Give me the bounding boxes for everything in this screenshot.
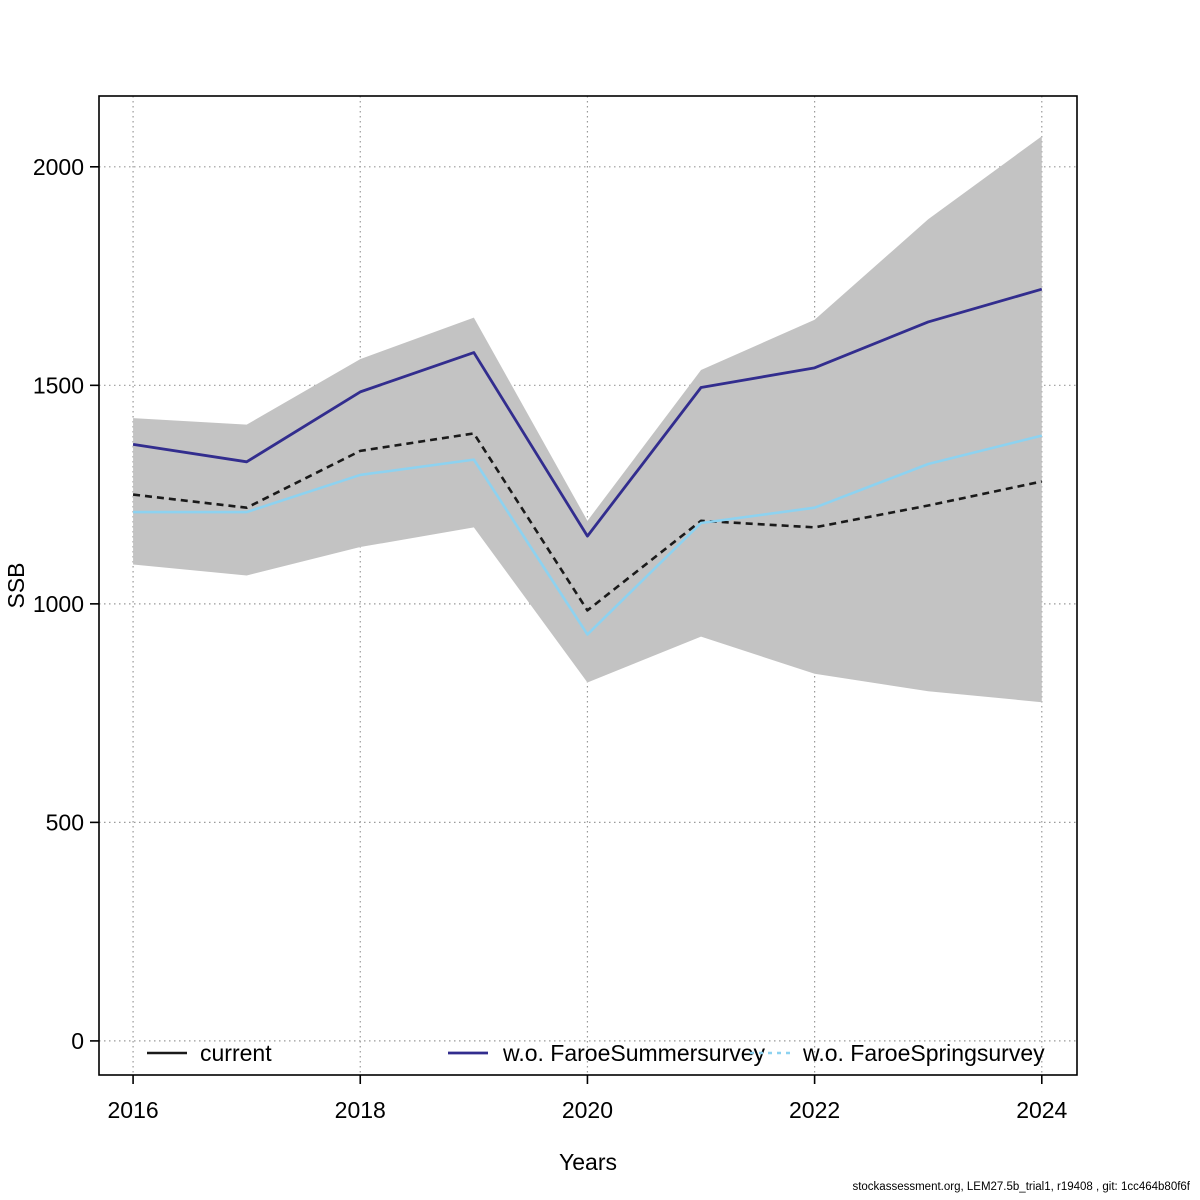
x-tick-label-2024: 2024 — [1016, 1097, 1067, 1123]
y-tick-label-0: 0 — [71, 1028, 84, 1054]
y-tick-label-1500: 1500 — [33, 372, 84, 398]
confidence-band — [133, 136, 1042, 703]
x-tick-label-2020: 2020 — [562, 1097, 613, 1123]
x-tick-label-2022: 2022 — [789, 1097, 840, 1123]
y-axis-title: SSB — [3, 562, 29, 608]
footer-citation: stockassessment.org, LEM27.5b_trial1, r1… — [852, 1181, 1190, 1193]
y-tick-label-500: 500 — [46, 809, 84, 835]
series-line-0 — [132, 432, 1043, 612]
series-line-2 — [133, 434, 1043, 636]
x-tick-label-2018: 2018 — [335, 1097, 386, 1123]
x-axis-title: Years — [559, 1149, 617, 1175]
legend-label-2: w.o. FaroeSpringsurvey — [802, 1040, 1045, 1066]
legend-label-0: current — [200, 1040, 272, 1066]
x-tick-label-2016: 2016 — [107, 1097, 158, 1123]
series-line-1 — [132, 287, 1043, 538]
legend-label-1: w.o. FaroeSummersurvey — [502, 1040, 766, 1066]
y-tick-label-2000: 2000 — [33, 154, 84, 180]
y-tick-label-1000: 1000 — [33, 591, 84, 617]
